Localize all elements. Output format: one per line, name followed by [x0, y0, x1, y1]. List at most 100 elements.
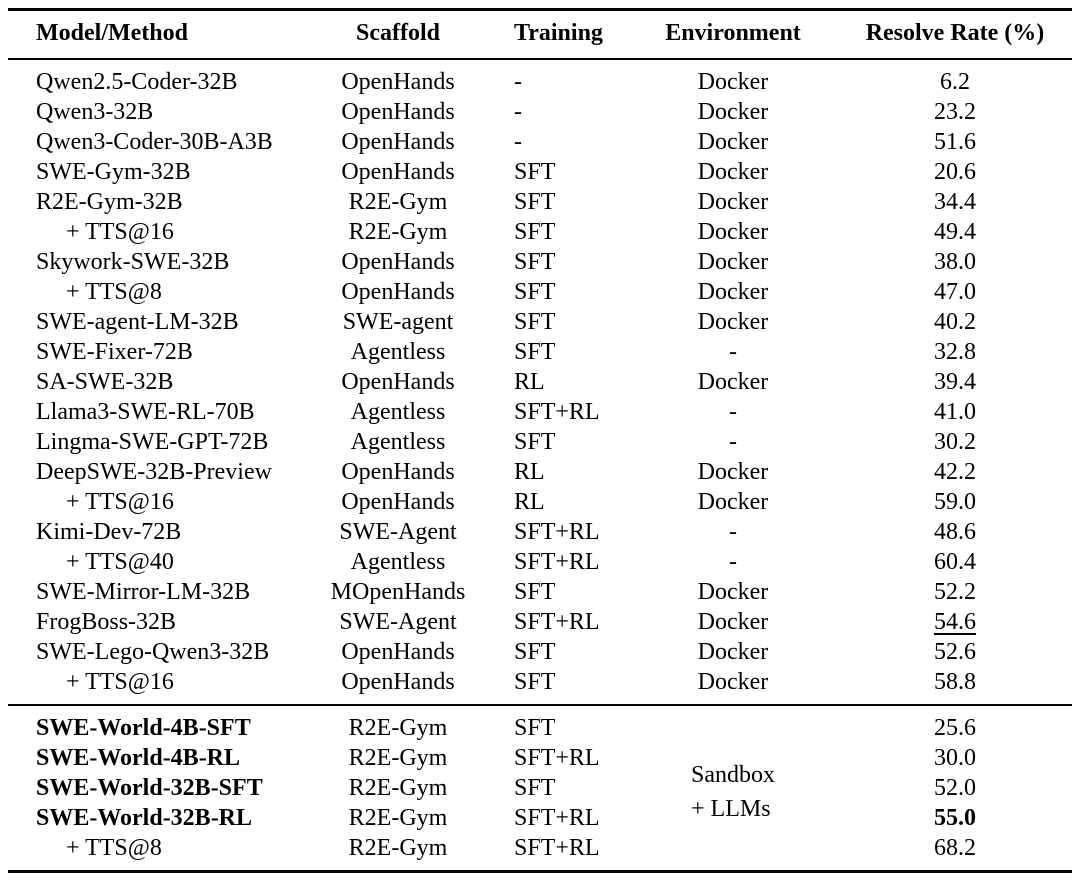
table-row: SWE-Gym-32B OpenHands SFT Docker 20.6 [8, 157, 1072, 187]
resolve-rate-cell: 23.2 [838, 97, 1072, 127]
resolve-rate-value: 39.4 [934, 369, 976, 395]
resolve-rate-cell: 34.4 [838, 187, 1072, 217]
training-cell: SFT [514, 219, 556, 245]
resolve-rate-value: 59.0 [934, 489, 976, 515]
scaffold-cell: Agentless [350, 429, 446, 455]
resolve-rate-value: 20.6 [934, 159, 976, 185]
training-cell: SFT [514, 159, 556, 185]
environment-cell: Docker [697, 489, 769, 515]
scaffold-cell: OpenHands [341, 669, 455, 695]
model-method-cell: Skywork-SWE-32B [36, 249, 230, 275]
training-cell: RL [514, 369, 545, 395]
environment-cell: Docker [697, 129, 769, 155]
table-row: R2E-Gym-32B R2E-Gym SFT Docker 34.4 [8, 187, 1072, 217]
resolve-rate-cell: 25.6 [838, 705, 1072, 743]
scaffold-cell: OpenHands [341, 369, 455, 395]
table-row: + TTS@16 R2E-Gym SFT Docker 49.4 [8, 217, 1072, 247]
table-row: SWE-agent-LM-32B SWE-agent SFT Docker 40.2 [8, 307, 1072, 337]
resolve-rate-value: 42.2 [934, 459, 976, 485]
resolve-rate-value: 32.8 [934, 339, 976, 365]
resolve-rate-cell: 38.0 [838, 247, 1072, 277]
training-cell: SFT+RL [514, 519, 600, 545]
environment-cell: Docker [697, 579, 769, 605]
resolve-rate-cell: 52.2 [838, 577, 1072, 607]
resolve-rate-value: 60.4 [934, 549, 976, 575]
resolve-rate-value: 41.0 [934, 399, 976, 425]
resolve-rate-cell: 42.2 [838, 457, 1072, 487]
training-cell: SFT [514, 775, 556, 801]
training-cell: SFT+RL [514, 835, 600, 861]
training-cell: SFT+RL [514, 745, 600, 771]
scaffold-cell: OpenHands [341, 489, 455, 515]
resolve-rate-cell: 6.2 [838, 59, 1072, 97]
table-row: Kimi-Dev-72B SWE-Agent SFT+RL - 48.6 [8, 517, 1072, 547]
training-cell: SFT+RL [514, 805, 600, 831]
section-baseline-models: Qwen2.5-Coder-32B OpenHands - Docker 6.2 Qwen… [8, 59, 1072, 705]
scaffold-cell: R2E-Gym [348, 805, 448, 831]
model-method-cell: SWE-agent-LM-32B [36, 309, 239, 335]
scaffold-cell: OpenHands [341, 639, 455, 665]
training-cell: RL [514, 489, 545, 515]
training-cell: - [514, 99, 522, 125]
table-row: + TTS@8 R2E-Gym SFT+RL 68.2 [8, 833, 1072, 872]
table-row: SWE-World-32B-RL R2E-Gym SFT+RL 55.0 [8, 803, 1072, 833]
model-method-cell: SWE-Mirror-LM-32B [36, 579, 251, 605]
model-method-cell: SWE-World-4B-SFT [36, 715, 251, 741]
scaffold-cell: OpenHands [341, 69, 455, 95]
resolve-rate-cell: 68.2 [838, 833, 1072, 872]
resolve-rate-value: 48.6 [934, 519, 976, 545]
scaffold-cell: R2E-Gym [348, 775, 448, 801]
environment-cell: Docker [697, 639, 769, 665]
scaffold-cell: R2E-Gym [348, 189, 448, 215]
model-method-cell: DeepSWE-32B-Preview [36, 459, 272, 485]
table-row: FrogBoss-32B SWE-Agent SFT+RL Docker 54.6 [8, 607, 1072, 637]
resolve-rate-cell: 48.6 [838, 517, 1072, 547]
resolve-rate-value: 52.6 [934, 639, 976, 665]
training-cell: SFT [514, 279, 556, 305]
model-method-cell: SA-SWE-32B [36, 369, 174, 395]
resolve-rate-cell: 52.0 [838, 773, 1072, 803]
resolve-rate-value: 51.6 [934, 129, 976, 155]
resolve-rate-value: 58.8 [934, 669, 976, 695]
column-header-scaffold: Scaffold [356, 20, 440, 46]
scaffold-cell: R2E-Gym [348, 745, 448, 771]
model-method-cell: Qwen3-32B [36, 99, 154, 125]
scaffold-cell: OpenHands [341, 249, 455, 275]
scaffold-cell: OpenHands [341, 129, 455, 155]
resolve-rate-value: 52.0 [934, 775, 976, 801]
training-cell: RL [514, 459, 545, 485]
scaffold-cell: SWE-agent [342, 309, 454, 335]
column-header-resolve-rate: Resolve Rate (%) [865, 20, 1045, 46]
resolve-rate-value: 34.4 [934, 189, 976, 215]
environment-cell: Docker [697, 459, 769, 485]
table-row: + TTS@16 OpenHands RL Docker 59.0 [8, 487, 1072, 517]
section-swe-world-models: SWE-World-4B-SFT R2E-Gym SFT Sandbox + LLMs 2… [8, 705, 1072, 872]
resolve-rate-value: 68.2 [934, 835, 976, 861]
resolve-rate-value: 55.0 [934, 805, 976, 831]
resolve-rate-cell: 59.0 [838, 487, 1072, 517]
environment-line-1: Sandbox [691, 761, 775, 788]
resolve-rate-value: 30.0 [934, 745, 976, 771]
table-row: SA-SWE-32B OpenHands RL Docker 39.4 [8, 367, 1072, 397]
model-method-cell: Lingma-SWE-GPT-72B [36, 429, 269, 455]
training-cell: SFT [514, 429, 556, 455]
environment-cell: Docker [697, 609, 769, 635]
resolve-rate-value: 25.6 [934, 715, 976, 741]
training-cell: SFT [514, 579, 556, 605]
environment-cell: - [729, 429, 737, 455]
table-row: Qwen2.5-Coder-32B OpenHands - Docker 6.2 [8, 59, 1072, 97]
environment-cell: Docker [697, 669, 769, 695]
table-row: Qwen3-Coder-30B-A3B OpenHands - Docker 51.6 [8, 127, 1072, 157]
model-method-cell: + TTS@16 [66, 669, 174, 695]
table-row: + TTS@40 Agentless SFT+RL - 60.4 [8, 547, 1072, 577]
model-method-cell: R2E-Gym-32B [36, 189, 183, 215]
model-method-cell: FrogBoss-32B [36, 609, 177, 635]
resolve-rate-cell: 30.0 [838, 743, 1072, 773]
training-cell: - [514, 69, 522, 95]
header-row: Model/Method Scaffold Training Environme… [8, 10, 1072, 59]
training-cell: SFT [514, 669, 556, 695]
resolve-rate-cell: 30.2 [838, 427, 1072, 457]
resolve-rate-value: 49.4 [934, 219, 976, 245]
scaffold-cell: OpenHands [341, 459, 455, 485]
model-method-cell: SWE-World-32B-RL [36, 805, 253, 831]
